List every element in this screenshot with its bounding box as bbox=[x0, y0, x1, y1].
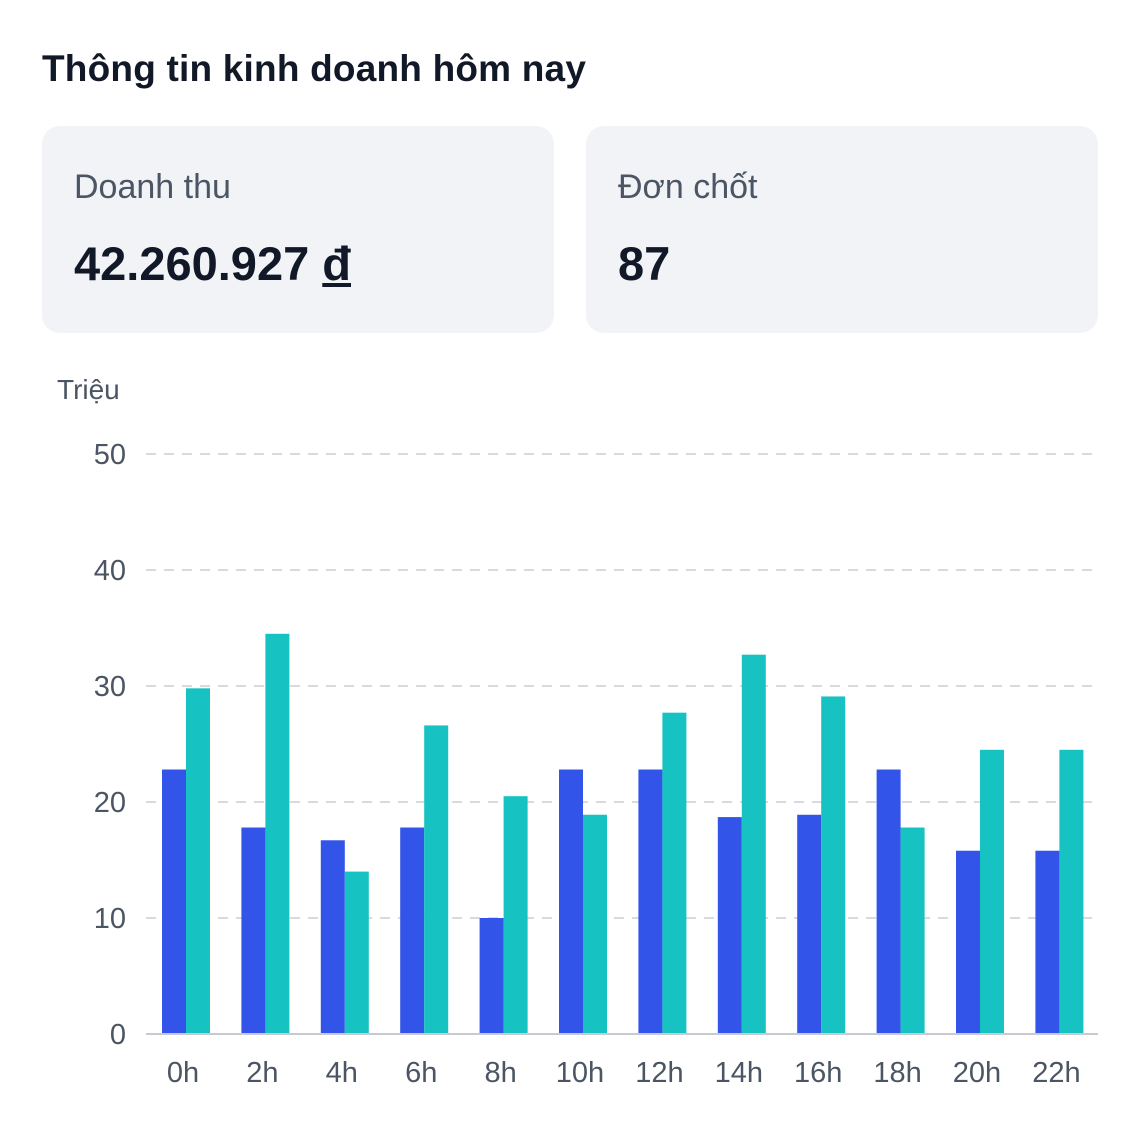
x-tick-label: 0h bbox=[167, 1057, 199, 1089]
revenue-value: 42.260.927 đ bbox=[74, 236, 351, 291]
bar-series-1-0h[interactable] bbox=[162, 769, 186, 1034]
currency-symbol: đ bbox=[322, 237, 352, 290]
x-axis-ticks: 0h 2h 4h 6h 8h 10h 12h 14h 16h 18h 20h 22h bbox=[167, 1057, 1081, 1089]
y-tick-label: 50 bbox=[94, 439, 126, 471]
bar-series-2-0h[interactable] bbox=[186, 688, 210, 1034]
bar-series-1-2h[interactable] bbox=[241, 827, 266, 1034]
x-tick-label: 16h bbox=[794, 1057, 842, 1089]
x-tick-label: 12h bbox=[635, 1057, 683, 1089]
x-tick-label: 18h bbox=[873, 1057, 921, 1089]
bar-series-1-18h[interactable] bbox=[876, 769, 901, 1034]
y-tick-label: 10 bbox=[94, 903, 126, 935]
bar-series-1-4h[interactable] bbox=[320, 840, 345, 1034]
bar-series-1-12h[interactable] bbox=[638, 769, 663, 1034]
bar-series-2-12h[interactable] bbox=[662, 712, 687, 1034]
bar-series-2-6h[interactable] bbox=[424, 725, 449, 1034]
x-tick-label: 22h bbox=[1032, 1057, 1080, 1089]
y-tick-label: 20 bbox=[94, 787, 126, 819]
orders-value: 87 bbox=[618, 237, 671, 290]
bar-series-2-22h[interactable] bbox=[1059, 749, 1084, 1034]
bar-series-2-2h[interactable] bbox=[265, 633, 290, 1034]
y-axis-unit-label: Triệu bbox=[57, 374, 120, 405]
page-title: Thông tin kinh doanh hôm nay bbox=[42, 48, 587, 89]
y-axis-ticks: 0 10 20 30 40 50 bbox=[94, 439, 126, 1051]
x-tick-label: 2h bbox=[246, 1057, 278, 1089]
bar-series-1-8h[interactable] bbox=[479, 918, 504, 1034]
bars bbox=[162, 633, 1084, 1034]
x-tick-label: 4h bbox=[326, 1057, 358, 1089]
x-tick-label: 8h bbox=[484, 1057, 516, 1089]
bar-series-1-16h[interactable] bbox=[797, 814, 822, 1034]
y-tick-label: 30 bbox=[94, 671, 126, 703]
x-tick-label: 14h bbox=[715, 1057, 763, 1089]
bar-series-1-10h[interactable] bbox=[559, 769, 583, 1034]
bar-series-2-18h[interactable] bbox=[900, 827, 925, 1034]
y-tick-label: 0 bbox=[110, 1019, 126, 1051]
orders-label: Đơn chốt bbox=[618, 168, 758, 206]
bar-series-2-10h[interactable] bbox=[583, 814, 607, 1034]
x-tick-label: 6h bbox=[405, 1057, 437, 1089]
x-tick-label: 10h bbox=[556, 1057, 604, 1089]
revenue-card[interactable]: Doanh thu 42.260.927 đ bbox=[42, 126, 554, 333]
orders-card[interactable]: Đơn chốt 87 bbox=[586, 126, 1098, 333]
bar-series-2-4h[interactable] bbox=[344, 871, 369, 1034]
bar-series-2-8h[interactable] bbox=[503, 796, 528, 1034]
bar-series-2-14h[interactable] bbox=[741, 654, 766, 1034]
bar-series-2-16h[interactable] bbox=[821, 696, 846, 1034]
bar-series-1-6h[interactable] bbox=[400, 827, 425, 1034]
bar-series-1-20h[interactable] bbox=[956, 850, 980, 1034]
bar-series-2-20h[interactable] bbox=[980, 749, 1004, 1034]
bar-series-1-22h[interactable] bbox=[1035, 850, 1060, 1034]
y-tick-label: 40 bbox=[94, 555, 126, 587]
bar-series-1-14h[interactable] bbox=[717, 817, 742, 1034]
x-tick-label: 20h bbox=[953, 1057, 1001, 1089]
grid-lines bbox=[146, 453, 1098, 919]
revenue-label: Doanh thu bbox=[74, 168, 231, 206]
revenue-amount: 42.260.927 bbox=[74, 237, 310, 290]
